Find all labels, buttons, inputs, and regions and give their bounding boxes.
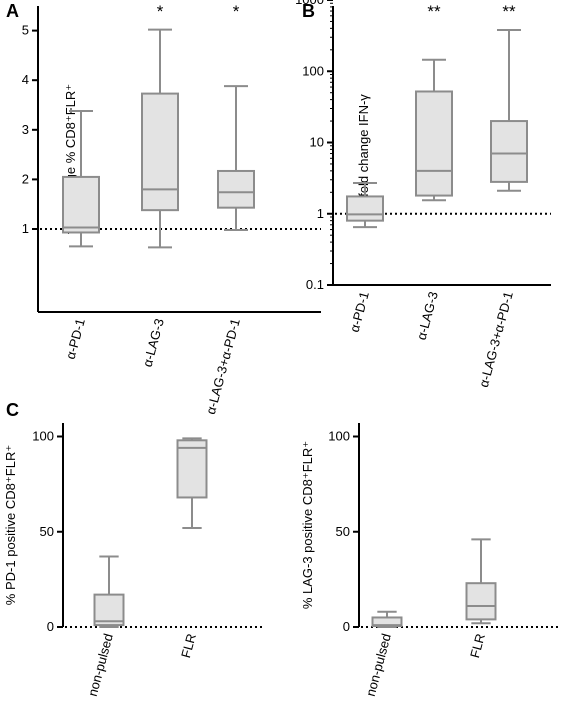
y-tick-label: 0 (47, 619, 54, 634)
box-1 (93, 593, 125, 627)
box-2 (141, 92, 179, 212)
box-1 (346, 195, 384, 222)
significance-marker: ** (427, 2, 441, 21)
significance-marker: * (233, 2, 240, 21)
category-label: α-PD-1 (347, 290, 372, 334)
significance-marker: * (157, 2, 164, 21)
category-label: α-LAG-3+α-PD-1 (476, 290, 516, 389)
y-tick-label: 100 (302, 63, 324, 78)
y-tick-label: 1 (317, 206, 324, 221)
y-axis-title: % PD-1 positive CD8⁺FLR⁺ (3, 445, 18, 605)
y-tick-label: 3 (22, 122, 29, 137)
panel-letter-c: C (6, 400, 19, 420)
category-label: α-LAG-3 (414, 290, 441, 342)
category-label: FLR (178, 632, 199, 660)
y-tick-label: 0 (343, 619, 350, 634)
y-tick-label: 50 (336, 524, 350, 539)
y-tick-label: 0.1 (306, 277, 324, 292)
category-label: FLR (467, 632, 488, 660)
y-tick-label: 1000 (295, 0, 324, 7)
y-tick-label: 100 (32, 429, 54, 444)
panel-letter-a: A (6, 1, 19, 21)
y-tick-label: 1 (22, 221, 29, 236)
category-label: non-pulsed (85, 632, 116, 698)
y-tick-label: 10 (310, 135, 324, 150)
box-3 (217, 169, 255, 209)
category-label: α-LAG-3 (140, 317, 167, 369)
panel-letter-b: B (302, 1, 315, 21)
box-2 (465, 582, 497, 621)
box-2 (176, 439, 208, 499)
box-2 (415, 90, 453, 197)
y-tick-label: 50 (40, 524, 54, 539)
box-3 (490, 120, 528, 183)
y-tick-label: 5 (22, 23, 29, 38)
significance-marker: ** (502, 2, 516, 21)
y-tick-label: 100 (328, 429, 350, 444)
category-label: α-LAG-3+α-PD-1 (203, 317, 243, 416)
category-label: non-pulsed (363, 632, 394, 698)
y-tick-label: 4 (22, 72, 29, 87)
y-axis-title: fold change IFN-γ (356, 94, 371, 197)
box-1 (62, 175, 100, 234)
y-axis-title: % LAG-3 positive CD8⁺FLR⁺ (300, 441, 315, 609)
y-tick-label: 2 (22, 171, 29, 186)
category-label: α-PD-1 (63, 317, 88, 361)
